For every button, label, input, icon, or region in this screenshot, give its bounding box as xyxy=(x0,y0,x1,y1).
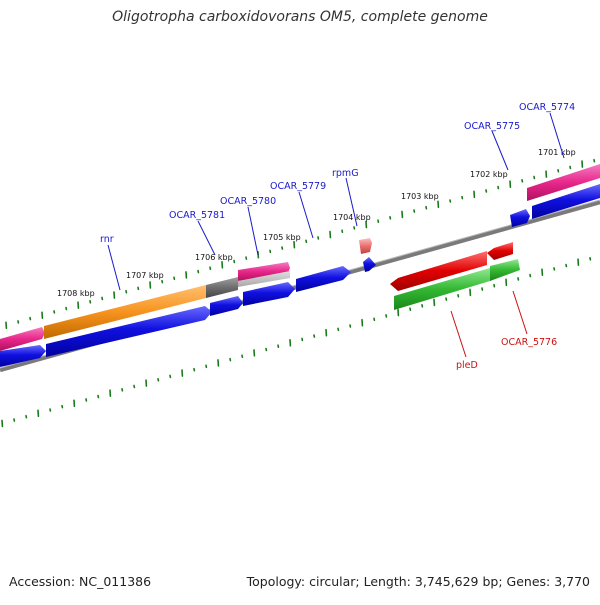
gene-label-forward[interactable]: rnr xyxy=(100,234,114,245)
scale-tick-label: 1707 kbp xyxy=(126,271,164,280)
cds-ocar-5781[interactable] xyxy=(210,296,243,316)
gene-labels: OCAR_5774 OCAR_5775 rpmG OCAR_5779 OCAR_5780… xyxy=(100,102,575,371)
cds-ocar-5779[interactable] xyxy=(296,266,351,292)
gene-label-leader xyxy=(513,291,527,334)
gene-rpmg[interactable] xyxy=(359,238,372,254)
cds-rpmg[interactable] xyxy=(363,257,376,272)
gene-label-leader xyxy=(198,221,215,255)
cds-ocar-5780[interactable] xyxy=(243,282,295,306)
gene-label-leader xyxy=(451,311,466,357)
scale-tick-label: 1702 kbp xyxy=(470,170,508,179)
gene-label-forward[interactable]: OCAR_5779 xyxy=(270,181,326,192)
genome-summary: Topology: circular; Length: 3,745,629 bp… xyxy=(247,574,590,589)
gene-grey[interactable] xyxy=(206,277,238,298)
gene-label-leader xyxy=(108,245,120,290)
gene-label-forward[interactable]: OCAR_5775 xyxy=(464,121,520,132)
gene-label-forward[interactable]: OCAR_5774 xyxy=(519,102,575,113)
scale-tick-label: 1704 kbp xyxy=(333,213,371,222)
scale-tick-label: 1701 kbp xyxy=(538,148,576,157)
gene-label-leader xyxy=(492,131,508,170)
gene-label-leader xyxy=(248,207,258,255)
gene-label-leader xyxy=(299,192,313,238)
gene-label-forward[interactable]: OCAR_5780 xyxy=(220,196,276,207)
map-title: Oligotropha carboxidovorans OM5, complet… xyxy=(0,9,600,25)
scale-tick-label: 1703 kbp xyxy=(401,192,439,201)
accession-label: Accession: NC_011386 xyxy=(9,574,151,589)
gene-ocar-5776[interactable] xyxy=(487,242,513,260)
scale-tick-label: 1706 kbp xyxy=(195,253,233,262)
scale-tick-label: 1708 kbp xyxy=(57,289,95,298)
gene-label-reverse[interactable]: OCAR_5776 xyxy=(501,337,557,348)
gene-label-forward[interactable]: OCAR_5781 xyxy=(169,210,225,221)
gene-green-ocar-5776[interactable] xyxy=(490,259,520,281)
scale-tick-label: 1705 kbp xyxy=(263,233,301,242)
gene-label-forward[interactable]: rpmG xyxy=(332,168,359,179)
gene-label-reverse[interactable]: pleD xyxy=(456,360,478,371)
